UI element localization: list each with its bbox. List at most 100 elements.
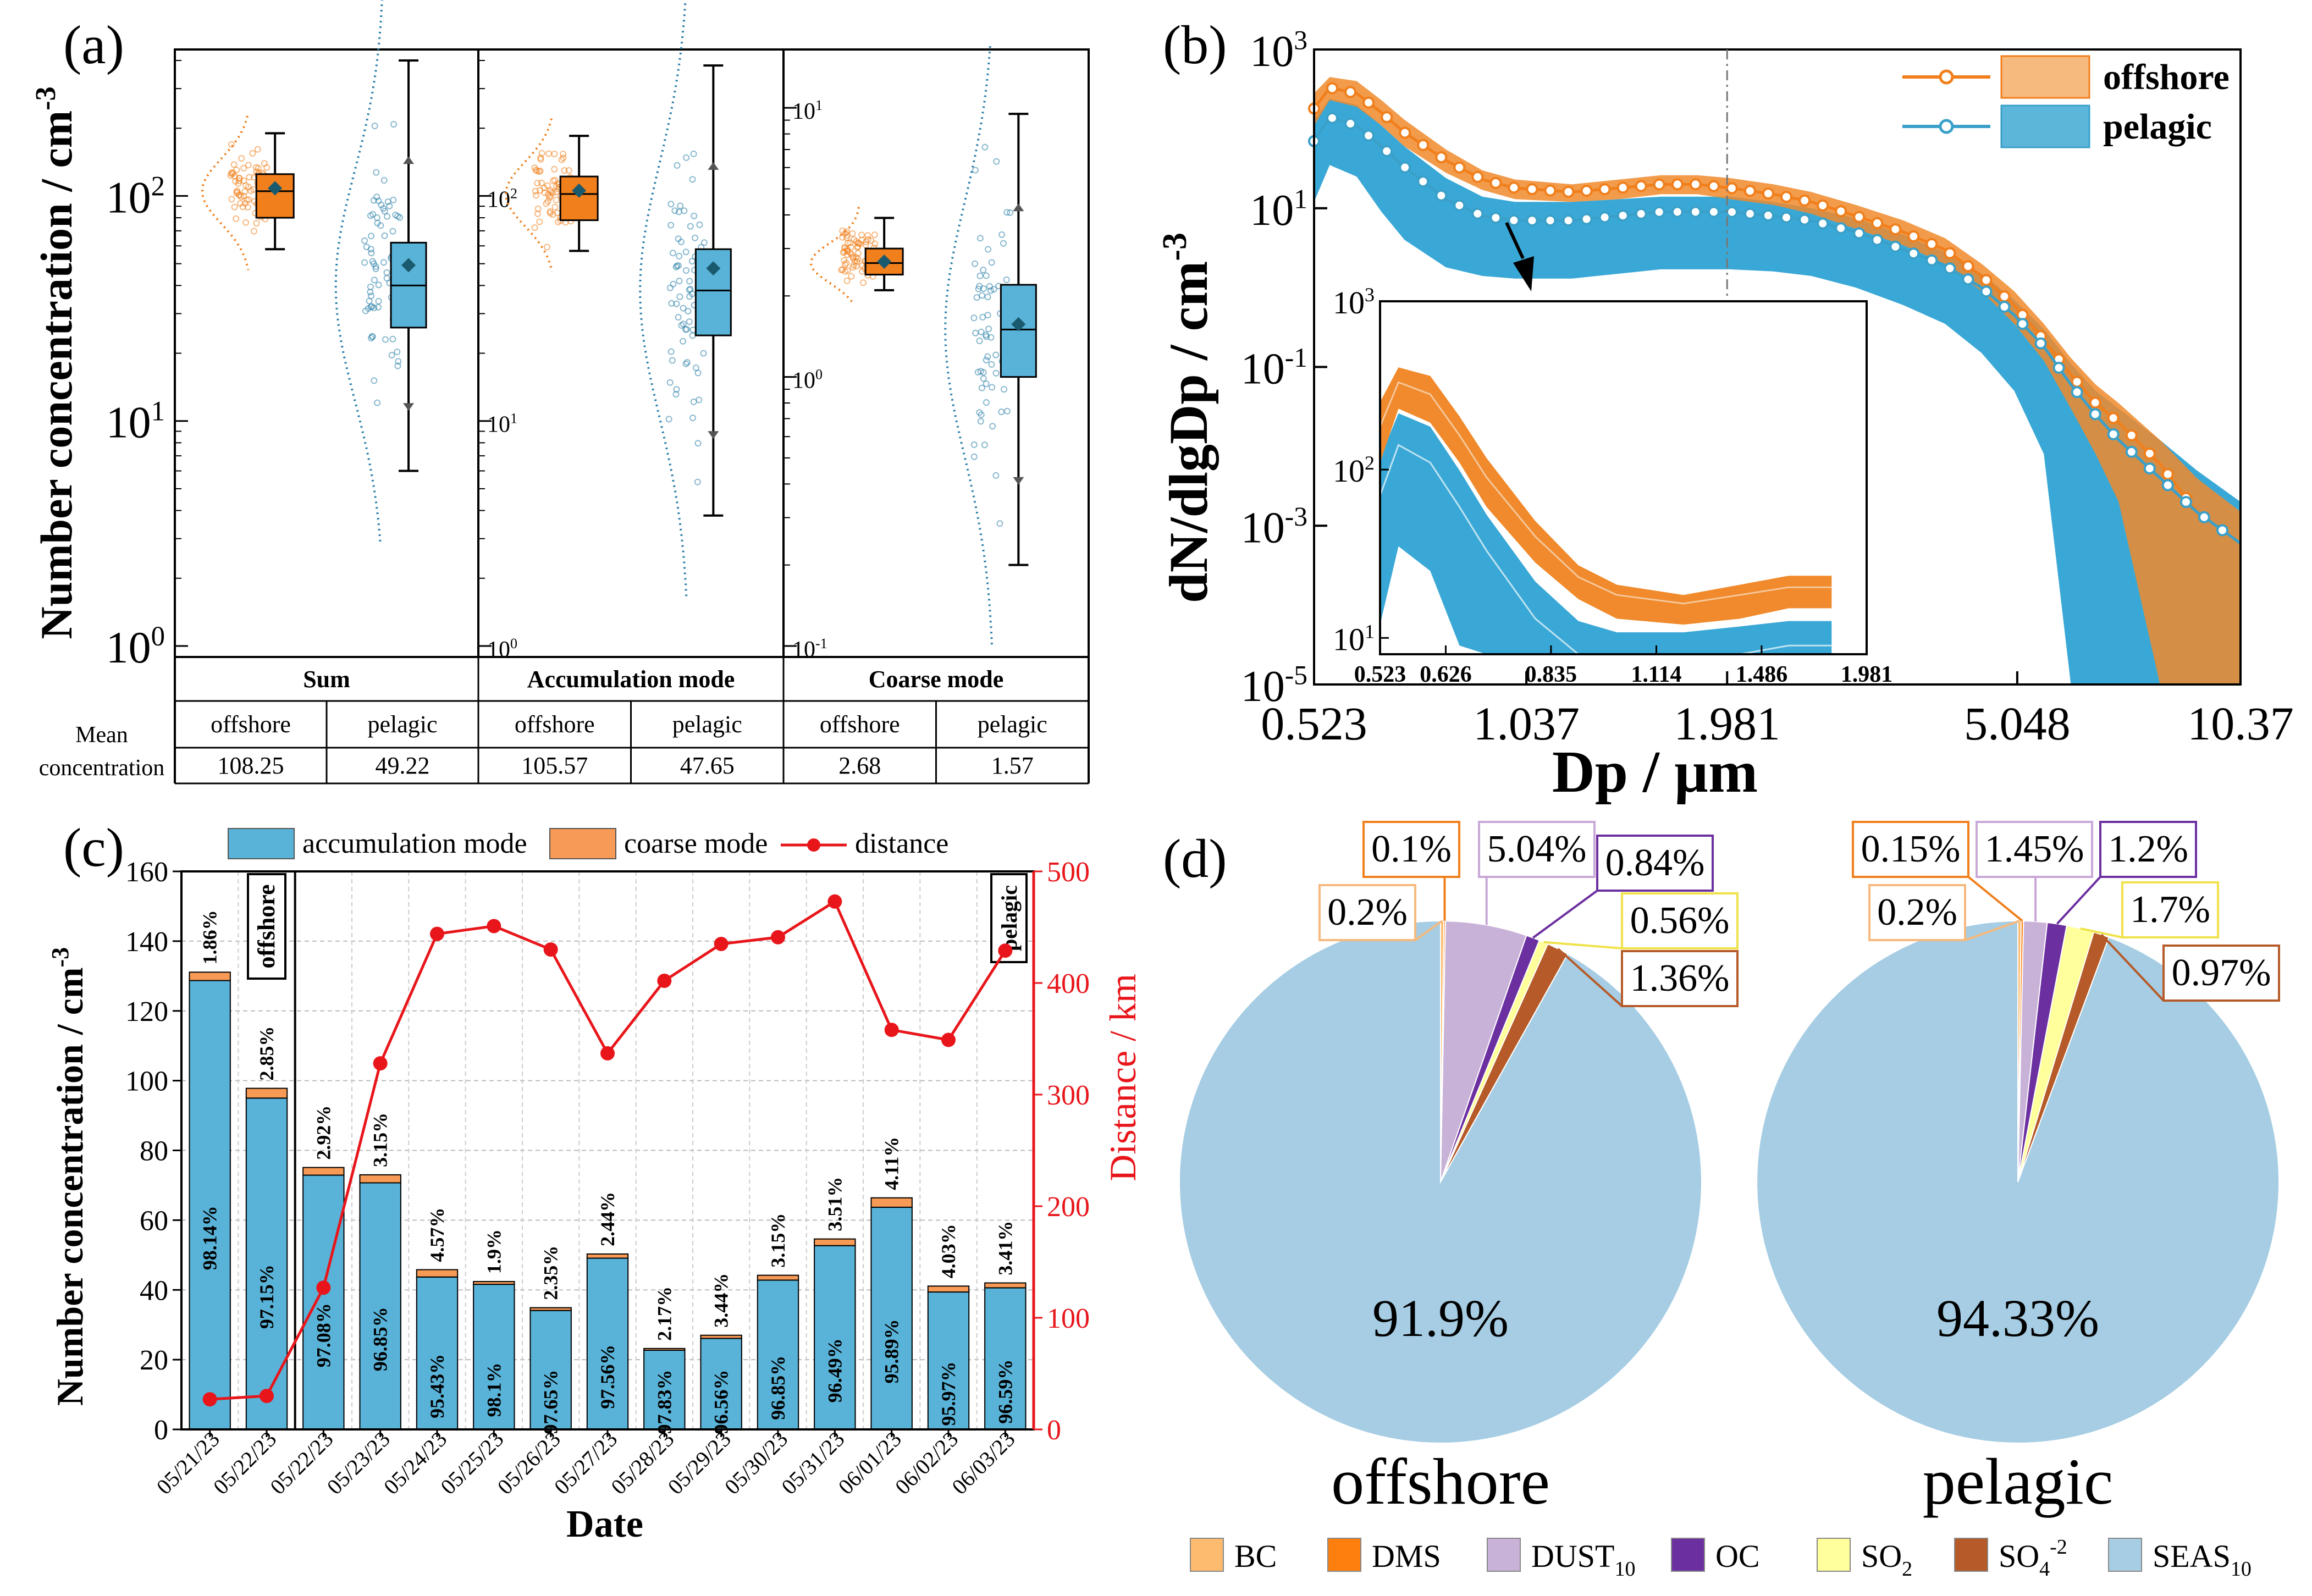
offshore-data-point [843,228,850,235]
pelagic-data-point [689,415,696,422]
offshore-data-point [850,262,857,268]
pelagic-data-point [363,244,370,251]
pelagic-data-point [696,221,703,228]
pelagic-data-point [680,338,687,345]
pelagic-data-point [973,294,980,301]
coarse-bar [189,971,231,981]
offshore-marker [1616,181,1629,194]
coarse-bar [245,1087,288,1099]
pelagic-marker [2089,408,2101,421]
pelagic-data-point [1003,209,1011,216]
pelagic-marker [1853,227,1866,240]
pelagic-p95-marker [1013,203,1024,212]
pelagic-data-point [361,259,368,266]
coarse-bar [870,1197,913,1208]
offshore-marker [1562,185,1575,198]
panel-a-plot-area: 100 101 102 100 101 102 10-1 100 101 [106,0,1090,672]
pelagic-data-point [370,260,377,267]
y-tick-label: 10-1 [792,636,827,662]
pelagic-data-point [1003,276,1010,283]
y-tick-label: 80 [140,1136,168,1167]
offshore-data-point [871,240,879,247]
distance-point [941,1032,956,1047]
offshore-mean-marker [572,183,587,198]
pelagic-data-point [687,223,694,230]
offshore-marker [1925,238,1938,250]
offshore-box [559,175,599,222]
pelagic-marker [1453,199,1466,212]
table-offshore-header: offshore [211,711,291,738]
pelagic-marker [2179,496,2192,509]
table-group-title: Sum [303,666,350,693]
pelagic-data-point [682,267,689,274]
pelagic-marker [1944,262,1956,275]
offshore-data-point [233,190,240,197]
offshore-callout-label: 0.84% [1605,842,1705,884]
pelagic-marker [1671,206,1684,218]
pelagic-marker [1780,211,1792,224]
offshore-data-point [228,196,235,203]
legend-swatch [1327,1538,1361,1572]
offshore-pie-slice [1178,920,1702,1444]
coarse-bar [473,1281,515,1285]
pelagic-data-point [987,334,995,341]
pelagic-marker [1435,189,1448,202]
y-tick-label: 101 [487,411,517,438]
accumulation-bar [302,1174,345,1430]
pelagic-marker [1871,234,1884,246]
panel-a-label: (a) [63,14,124,75]
coarse-bar [359,1174,401,1184]
accumulation-pct-label: 96.56% [710,1370,732,1434]
pelagic-data-point [996,520,1003,527]
table-offshore-mean: 2.68 [838,752,881,779]
offshore-marker [1780,191,1792,203]
pelagic-data-point [980,375,987,382]
legend-label: DUST10 [1531,1538,1635,1581]
coarse-bar [700,1334,742,1339]
coarse-pct-label: 1.86% [199,910,221,964]
inset-pelagic-band [1380,413,1832,654]
panel-b: (b) 0.523 1.037 1.981 5.048 10.37 10-5 10-3 10-… [1156,14,2294,805]
pelagic-data-point [690,150,697,157]
pelagic-data-point [984,294,991,301]
offshore-data-point [233,167,240,174]
pelagic-data-point [389,228,396,235]
y-tick-label: 140 [125,926,168,958]
offshore-callout-leader [1557,948,1623,1007]
pelagic-marker [1962,273,1974,286]
legend-label: BC [1234,1538,1277,1574]
distance-point [202,1392,217,1407]
offshore-data-point [841,248,848,255]
pelagic-data-point [367,303,374,311]
pelagic-data-point [683,154,690,161]
pelagic-marker [1399,161,1411,174]
inset-frame-border [1379,300,1868,655]
pelagic-data-point [980,267,987,273]
pelagic-data-point [976,235,984,242]
pelagic-data-point [998,231,1005,238]
offshore-marker [1344,86,1357,98]
offshore-distribution-curve [809,207,860,304]
pelagic-data-point [394,349,401,355]
pelagic-marker [1489,212,1502,224]
accumulation-pct-label: 97.65% [540,1370,562,1434]
offshore-data-point [239,203,246,211]
panel-d-label: (d) [1163,828,1227,889]
offshore-data-point [249,150,256,157]
offshore-marker [1526,183,1538,196]
coarse-pct-label: 4.03% [937,1224,959,1278]
pelagic-data-point [369,211,377,218]
pelagic-callout-leader [2056,876,2101,925]
offshore-data-point [543,200,550,207]
pelagic-marker [1417,175,1430,188]
pelagic-data-point [692,365,699,371]
inset-x-tick-label: 0.835 [1525,662,1577,687]
offshore-data-point [839,227,846,234]
pelagic-data-point [983,272,990,279]
inset-y-tick-label: 103 [1333,284,1375,321]
coarse-pct-label: 3.15% [767,1213,789,1268]
pelagic-data-point [700,350,707,357]
offshore-data-point [544,244,550,251]
panel-b-legend: offshore pelagic [1902,55,2230,148]
pelagic-data-point [694,440,702,447]
